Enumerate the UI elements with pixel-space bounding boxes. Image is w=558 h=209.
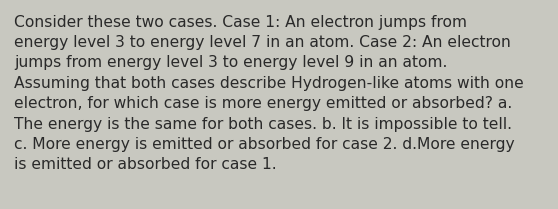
- Text: Consider these two cases. Case 1: An electron jumps from
energy level 3 to energ: Consider these two cases. Case 1: An ele…: [14, 15, 524, 172]
